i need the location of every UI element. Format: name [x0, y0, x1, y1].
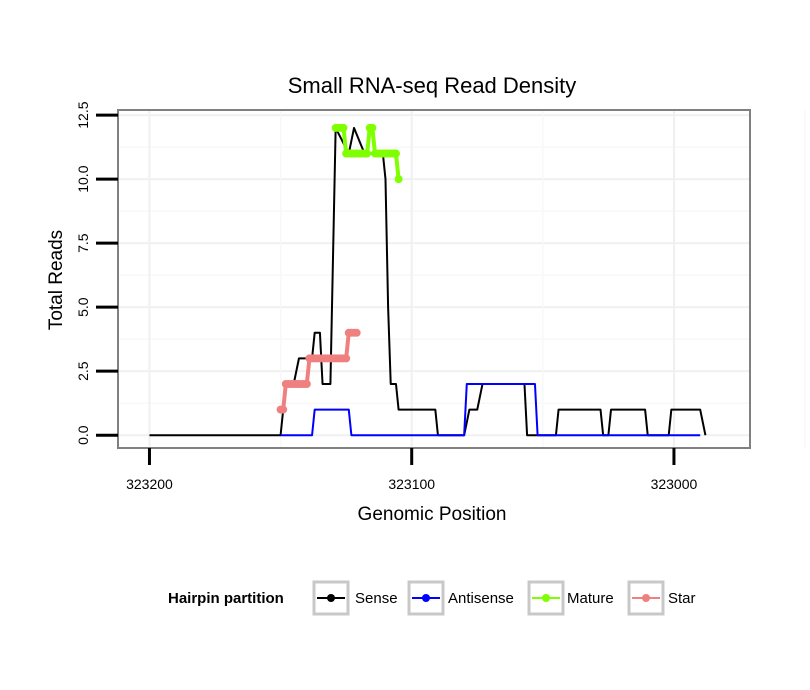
y-tick-label: 5.0 — [75, 297, 91, 317]
sense-line — [149, 126, 707, 437]
y-tick-label: 7.5 — [75, 233, 91, 253]
legend-label-sense: Sense — [355, 590, 398, 607]
x-tick-label: 323200 — [126, 476, 173, 492]
x-tick-label: 323100 — [388, 476, 435, 492]
series-star — [276, 328, 361, 414]
legend: Hairpin partition Sense Antisense Mature St… — [168, 580, 696, 616]
legend-key-point — [642, 594, 650, 602]
legend-key-point — [422, 594, 430, 602]
star-point — [279, 405, 288, 414]
legend-title: Hairpin partition — [168, 590, 284, 607]
legend-item-star: Star — [627, 580, 696, 616]
mature-point — [363, 149, 372, 158]
antisense-line — [280, 382, 701, 437]
star-point — [302, 379, 311, 388]
mature-point — [339, 123, 348, 132]
legend-item-sense: Sense — [312, 580, 398, 616]
x-tick-label: 323000 — [651, 476, 698, 492]
legend-label-mature: Mature — [567, 590, 614, 607]
y-tick-label: 10.0 — [75, 165, 91, 192]
legend-label-antisense: Antisense — [448, 590, 514, 607]
series-layer — [149, 123, 707, 437]
series-antisense — [280, 382, 701, 437]
y-tick-label: 2.5 — [75, 361, 91, 381]
x-axis-label: Genomic Position — [358, 504, 507, 525]
y-tick-label: 0.0 — [75, 425, 91, 445]
legend-label-star: Star — [668, 590, 696, 607]
star-point — [342, 354, 351, 363]
panel-border — [117, 109, 751, 449]
mature-point — [394, 175, 403, 184]
mature-point — [368, 123, 377, 132]
y-tick-label: 12.5 — [75, 101, 91, 128]
series-mature — [331, 123, 403, 184]
star-point — [352, 328, 361, 337]
legend-key-point — [542, 594, 550, 602]
legend-item-mature: Mature — [527, 580, 614, 616]
mature-point — [391, 149, 400, 158]
legend-key-point — [327, 594, 335, 602]
axes: 0.0 2.5 5.0 7.5 10.0 12.5 323200 323100 323000 — [75, 101, 698, 492]
y-axis-label: Total Reads — [46, 230, 67, 330]
chart-title: Small RNA-seq Read Density — [288, 73, 577, 98]
legend-item-antisense: Antisense — [407, 580, 514, 616]
grid-lines — [118, 110, 806, 448]
series-sense — [149, 126, 707, 437]
